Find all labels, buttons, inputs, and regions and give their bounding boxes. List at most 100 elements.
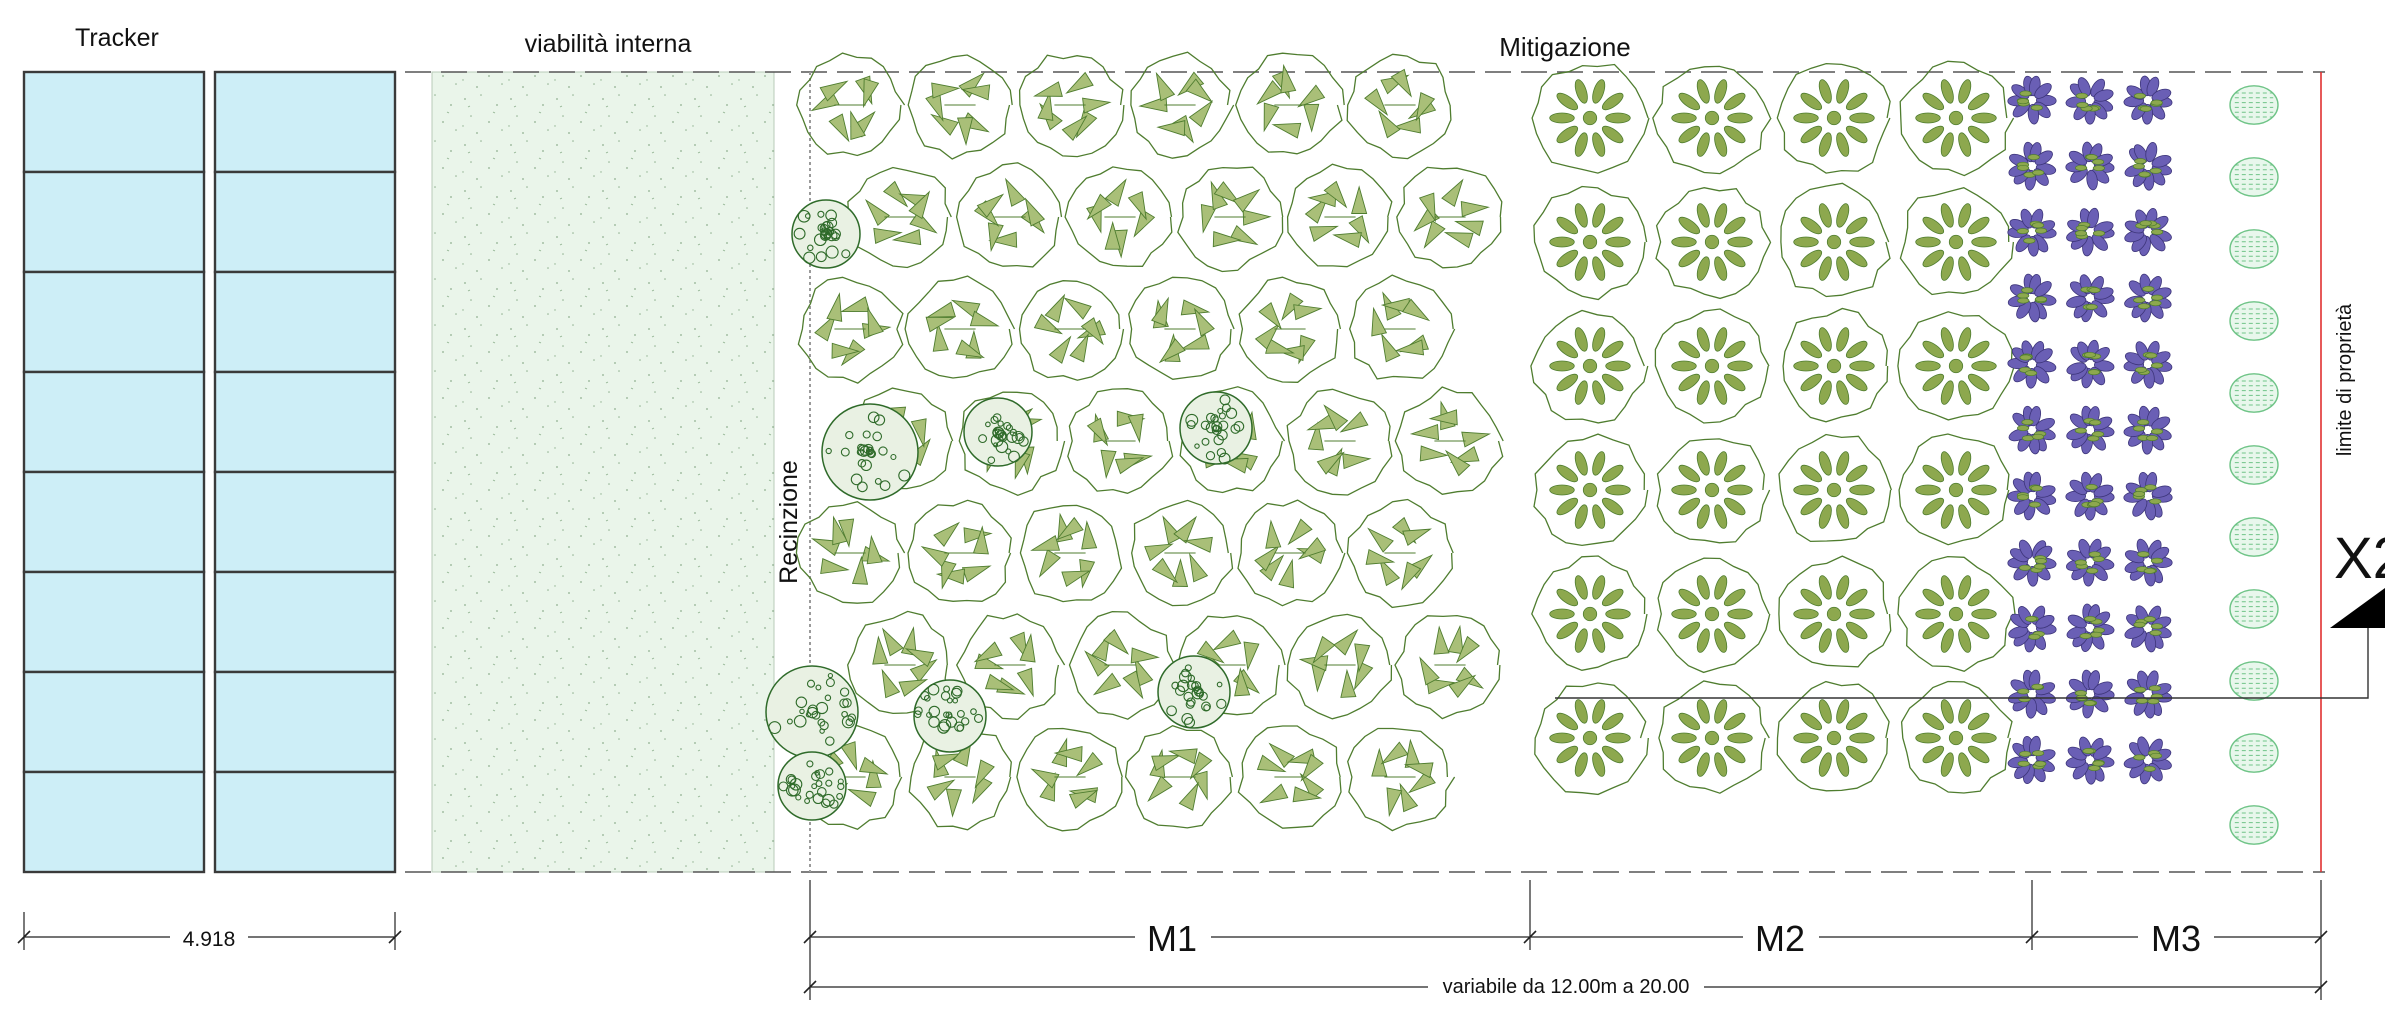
shrub-symbol <box>1064 166 1173 267</box>
hedge-plant-symbol <box>2229 157 2279 197</box>
shrub-symbol <box>907 54 1013 160</box>
olive-shrub-symbol <box>1531 555 1648 671</box>
olive-shrub-symbol <box>1531 63 1650 174</box>
hedge-plant-symbol <box>2229 517 2279 557</box>
property-boundary: limite di proprietà <box>2320 72 2356 872</box>
tracker-panel <box>213 770 397 874</box>
shrub-symbol <box>1237 725 1342 829</box>
tree-symbol <box>1179 391 1253 465</box>
shrub-symbol <box>1286 613 1393 720</box>
hedge-plant-symbol <box>2229 301 2279 341</box>
shrub-symbol <box>1347 727 1456 832</box>
shrub-symbol <box>955 613 1066 720</box>
lavender-symbol <box>2123 340 2173 389</box>
lavender-symbol <box>2123 471 2173 521</box>
lavender-symbol <box>2124 208 2172 257</box>
total-width-dimension: variabile da 12.00m a 20.00 <box>1443 976 1690 998</box>
tracker-panel <box>22 570 206 674</box>
olive-shrub-symbol <box>1782 307 1889 423</box>
shrub-symbol <box>1235 52 1345 155</box>
lavender-symbol <box>2065 736 2115 785</box>
shrub-symbol <box>1286 163 1393 268</box>
tracker-width-dimension: 4.918 <box>183 928 236 951</box>
lavender-symbol <box>2065 141 2115 191</box>
olive-shrub-symbol <box>1776 62 1891 174</box>
olive-shrub-symbol <box>1534 682 1649 796</box>
hedge-plant-symbol <box>2229 805 2279 845</box>
tracker-panel <box>213 370 397 474</box>
olive-shrub-symbol <box>1778 555 1892 668</box>
tracker-panel <box>213 470 397 574</box>
hedge-plant-symbol <box>2229 85 2279 125</box>
lavender-symbol <box>2123 75 2173 125</box>
olive-shrub-symbol <box>1897 311 2015 421</box>
shrub-symbol <box>1349 274 1456 380</box>
lavender-symbol <box>2123 405 2172 455</box>
tree-symbol <box>765 665 859 759</box>
shrub-symbol <box>1286 388 1393 496</box>
m3-dimension-label: M3 <box>2151 918 2201 959</box>
olive-shrub-symbol <box>1780 182 1891 298</box>
shrub-symbol <box>795 500 906 604</box>
olive-shrub-symbol <box>1900 680 2013 794</box>
hedge-plant-symbol <box>2229 733 2279 773</box>
shrub-symbol <box>904 275 1016 379</box>
lavender-symbol <box>2007 208 2057 257</box>
shrub-symbol <box>1016 727 1123 832</box>
lavender-symbol <box>2124 273 2172 323</box>
tree-symbol <box>1157 655 1231 729</box>
olive-shrub-symbol <box>1899 187 2015 296</box>
tracker-panel <box>213 270 397 374</box>
olive-shrub-symbol <box>1897 555 2016 673</box>
m1-dimension-label: M1 <box>1147 918 1197 959</box>
tracker-panel-grid <box>22 70 397 874</box>
shrub-symbol <box>1128 276 1235 380</box>
shrub-symbol <box>1394 614 1501 720</box>
tree-symbol <box>791 199 861 269</box>
olive-shrub-symbol <box>1898 433 2010 546</box>
lavender-symbol <box>2066 207 2115 257</box>
tree-symbol <box>821 403 919 501</box>
shrub-symbol <box>1131 499 1234 607</box>
shrub-symbol <box>1019 504 1123 603</box>
olive-shrub-symbol <box>1655 187 1772 300</box>
tracker-panel <box>22 470 206 574</box>
lavender-symbol <box>2065 471 2115 521</box>
olive-shrub-symbol <box>1533 185 1648 301</box>
lavender-symbol <box>2008 605 2057 653</box>
lavender-symbol <box>2124 141 2172 191</box>
tracker-panel <box>213 570 397 674</box>
lavender-symbol <box>2124 670 2173 719</box>
lavender-symbol <box>2008 141 2057 191</box>
lavender-symbol <box>2008 405 2056 455</box>
mitigation-band-m2 <box>1530 60 2032 796</box>
mitigation-band-m3 <box>2007 75 2279 845</box>
shrub-symbol <box>907 499 1012 602</box>
lavender-symbol <box>2066 603 2115 653</box>
boundary-label: limite di proprietà <box>2334 303 2356 456</box>
lavender-symbol <box>2066 339 2115 389</box>
tree-symbol <box>913 679 987 753</box>
shrub-symbol <box>847 610 948 715</box>
shrub-symbol <box>797 276 904 384</box>
tracker-panel <box>213 70 397 174</box>
olive-shrub-symbol <box>1776 680 1890 792</box>
lavender-symbol <box>2007 471 2057 521</box>
lavender-symbol <box>2124 605 2172 653</box>
mitigation-band-m1 <box>765 51 1504 832</box>
olive-shrub-symbol <box>1658 680 1770 794</box>
hedge-plant-symbol <box>2229 445 2279 485</box>
olive-shrub-symbol <box>1778 433 1893 543</box>
shrub-symbol <box>1068 610 1176 720</box>
shrub-symbol <box>1346 53 1452 160</box>
lavender-symbol <box>2007 75 2057 125</box>
internal-road: viabilità interna <box>431 30 775 873</box>
hedge-plant-symbol <box>2229 589 2279 629</box>
shrub-symbol <box>908 726 1012 831</box>
tracker-panel <box>213 670 397 774</box>
tracker-panel <box>22 70 206 174</box>
hedge-plant-symbol <box>2229 661 2279 701</box>
olive-shrub-symbol <box>1656 557 1771 674</box>
lavender-symbol <box>2008 669 2056 719</box>
olive-shrub-symbol <box>1654 308 1770 424</box>
